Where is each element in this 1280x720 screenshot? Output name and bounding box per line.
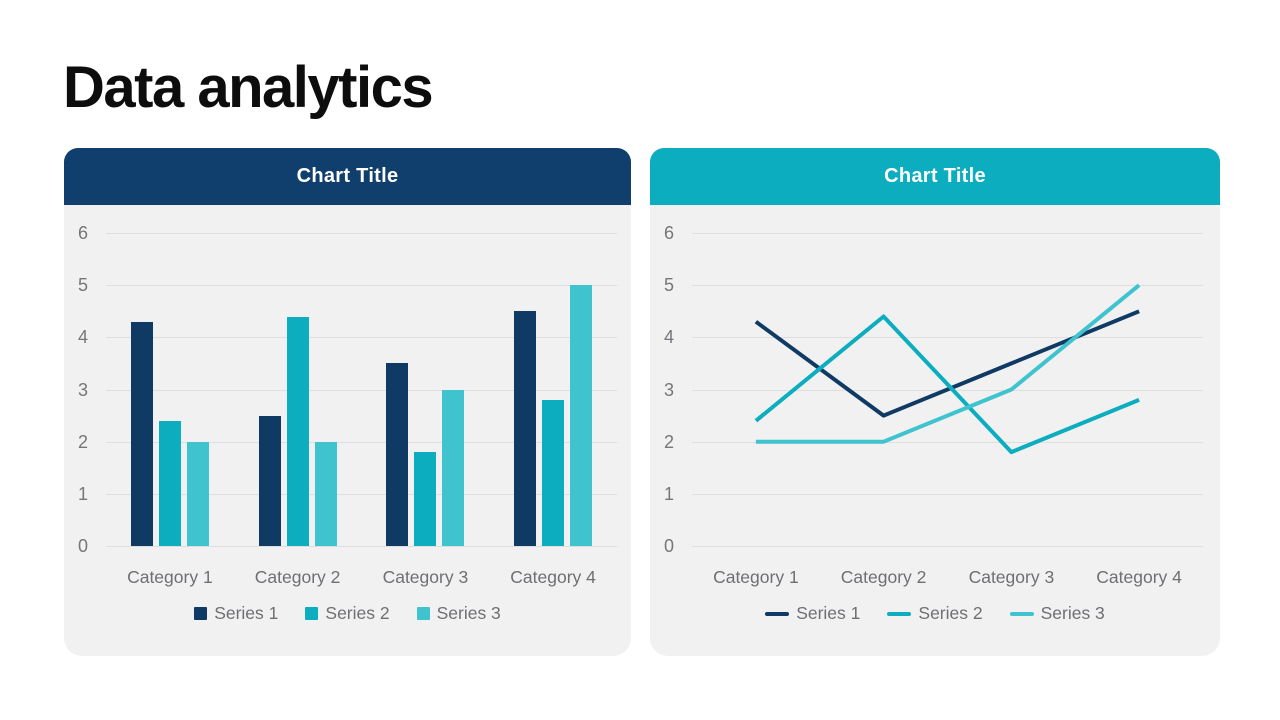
category-label: Category 2: [254, 567, 341, 587]
line-chart-canvas: [754, 283, 1141, 455]
legend-item: Series 1: [765, 603, 860, 624]
bar-chart-header: Chart Title: [64, 148, 631, 205]
y-tick-label: 3: [663, 379, 674, 400]
legend-line-swatch: [1009, 611, 1034, 616]
bar-chart-card: Chart Title 0 1 2 3 4 5 6 Category 1 Category 2 C…: [64, 148, 631, 656]
legend-label: Series 3: [1040, 603, 1105, 623]
line-series-3: [755, 283, 1141, 444]
legend-label: Series 2: [918, 603, 983, 623]
legend-label: Series 2: [325, 603, 390, 623]
legend-square-swatch: [416, 607, 430, 620]
category-label: Category 3: [382, 567, 469, 587]
bar-series-1: [514, 311, 537, 547]
legend-square-swatch: [305, 607, 319, 620]
category-label: Category 1: [713, 567, 799, 587]
y-tick-label: 2: [663, 431, 674, 452]
line-chart-title: Chart Title: [884, 165, 986, 187]
y-gridline: [106, 233, 617, 234]
bar-series-1: [258, 415, 281, 546]
y-tick-label: 5: [77, 275, 88, 296]
y-gridline: [106, 285, 617, 287]
legend-item: Series 3: [1009, 603, 1105, 624]
line-chart-plot-area: 0 1 2 3 4 5 6 Category 1 Category 2 Category 3 Cat…: [650, 205, 1220, 656]
line-chart-header: Chart Title: [650, 148, 1220, 205]
category-label: Category 4: [510, 567, 596, 587]
legend: Series 1 Series 2 Series 3: [64, 603, 631, 624]
y-gridline: [106, 493, 617, 495]
legend-line-swatch: [765, 611, 790, 616]
y-tick-label: 3: [77, 379, 88, 400]
category-label: Category 1: [127, 567, 213, 587]
bar-series-1: [130, 321, 153, 546]
y-tick-label: 1: [663, 483, 674, 504]
y-tick-label: 1: [77, 483, 88, 504]
bar-series-3: [570, 285, 593, 546]
y-gridline: [106, 546, 617, 547]
legend-item: Series 3: [416, 603, 501, 624]
y-gridline: [692, 337, 1203, 339]
bar-series-2: [542, 399, 565, 546]
bar-series-2: [286, 316, 309, 546]
y-tick-label: 0: [663, 536, 674, 556]
bar-chart-title: Chart Title: [296, 165, 399, 187]
category-label: Category 4: [1096, 567, 1182, 587]
legend-item: Series 1: [194, 603, 278, 624]
bar-series-1: [386, 363, 409, 546]
y-gridline: [106, 441, 617, 443]
legend-item: Series 2: [887, 603, 983, 624]
y-gridline: [106, 337, 617, 339]
y-gridline: [692, 285, 1203, 287]
y-gridline: [106, 389, 617, 391]
line-chart-card: Chart Title 0 1 2 3 4 5 6 Category 1 Category 2 C…: [650, 148, 1220, 656]
bar-series-3: [314, 441, 337, 546]
legend-item: Series 2: [305, 603, 390, 624]
legend-label: Series 1: [214, 603, 279, 623]
legend-square-swatch: [194, 607, 208, 620]
y-tick-label: 6: [77, 223, 88, 243]
y-tick-label: 6: [663, 223, 674, 243]
category-label: Category 2: [840, 567, 927, 587]
legend-label: Series 3: [436, 603, 501, 623]
page-title: Data analytics: [63, 55, 434, 120]
legend-label: Series 1: [796, 603, 861, 623]
bar-series-3: [442, 389, 465, 546]
bar-series-2: [158, 420, 181, 546]
y-gridline: [692, 493, 1203, 495]
y-gridline: [692, 441, 1203, 443]
line-series-2: [754, 314, 1140, 455]
y-tick-label: 5: [663, 275, 674, 296]
y-gridline: [692, 233, 1203, 234]
legend: Series 1 Series 2 Series 3: [650, 603, 1220, 624]
category-label: Category 3: [968, 567, 1055, 587]
y-tick-label: 4: [77, 327, 88, 348]
line-series-1: [754, 309, 1140, 418]
y-tick-label: 0: [77, 536, 88, 556]
bar-chart-plot-area: 0 1 2 3 4 5 6 Category 1 Category 2 Category 3 Cat…: [64, 205, 631, 656]
y-tick-label: 4: [663, 327, 674, 348]
bar-series-3: [186, 441, 209, 546]
bar-series-2: [414, 452, 437, 546]
y-gridline: [692, 546, 1203, 547]
y-tick-label: 2: [77, 431, 88, 452]
legend-line-swatch: [887, 611, 912, 616]
